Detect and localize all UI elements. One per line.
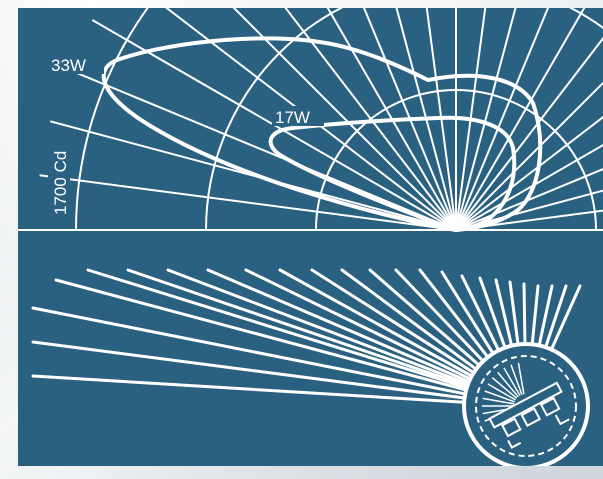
beam-line (31, 306, 469, 396)
beam-line (86, 268, 471, 390)
lamp-ray (497, 371, 519, 398)
polar-radial-line (455, 81, 603, 231)
polar-radial-line (362, 8, 457, 231)
polar-radial-line (232, 8, 457, 231)
polar-radial-line (455, 168, 603, 231)
beam-line (543, 284, 568, 351)
polar-radial-line (284, 8, 457, 231)
led-chip-1 (500, 417, 522, 438)
beam-line (508, 280, 520, 348)
curve-17w (268, 115, 517, 232)
lamp-led-board (488, 381, 570, 449)
polar-radial-line (39, 174, 457, 231)
beam-line (166, 268, 472, 387)
polar-ring-inner (315, 89, 597, 231)
beam-line (537, 284, 554, 349)
lamp-inner-ring (475, 355, 577, 457)
polar-candela-diagram: 33W 17W 1700 Cd (18, 8, 603, 466)
lamp-rays (482, 362, 525, 422)
curve-33w (101, 36, 543, 232)
beam-line (206, 268, 473, 384)
label-cd-bg (48, 138, 70, 218)
polar-radial-line (455, 36, 603, 231)
lamp-ray (503, 367, 521, 396)
beam-line (418, 268, 491, 361)
beam-lines (31, 268, 582, 404)
polar-radial-line (455, 143, 603, 231)
polar-radial-line (455, 8, 550, 231)
polar-radial-line (425, 8, 457, 231)
beam-line (440, 270, 496, 357)
beam-line (244, 268, 474, 382)
beam-line (31, 340, 468, 400)
lamp-ray (482, 397, 515, 405)
label-33w-bg (48, 54, 104, 74)
beam-line (340, 268, 480, 372)
lamp-ray (484, 390, 515, 403)
polar-ring-middle (205, 8, 603, 231)
beam-line (54, 278, 470, 392)
led-board-strip (488, 381, 563, 429)
beam-line (310, 268, 477, 376)
beam-line (394, 268, 486, 365)
beam-line (278, 268, 475, 379)
light-distribution-panel: 33W 17W 1700 Cd (18, 8, 603, 466)
beam-line (31, 374, 468, 404)
led-board-traces (507, 414, 570, 449)
polar-radial-line (455, 8, 586, 231)
lamp-ray (491, 377, 518, 399)
polar-ring-outer (75, 8, 149, 231)
beam-line (368, 268, 483, 369)
polar-radial-line (67, 68, 457, 231)
polar-radial-line (455, 8, 517, 231)
lamp-ray (510, 364, 523, 395)
polar-radial-line (455, 209, 603, 231)
label-33w: 33W (51, 56, 86, 75)
led-chip-3 (539, 396, 561, 417)
lamp-lens-icon (462, 342, 590, 466)
beam-line (522, 282, 527, 348)
polar-radial-line (455, 189, 603, 231)
led-chip-2 (520, 407, 542, 428)
label-intensity-scale: 1700 Cd (51, 151, 70, 215)
beam-line (530, 284, 540, 348)
beam-line (494, 278, 514, 350)
polar-radial-line (165, 8, 457, 231)
label-17w: 17W (275, 108, 310, 127)
polar-radial-line (395, 8, 457, 231)
polar-radial-line (455, 8, 487, 231)
beam-line (478, 276, 508, 351)
beam-line (126, 268, 471, 389)
label-17w-bg (272, 106, 324, 126)
lamp-ray (487, 383, 516, 401)
beam-line (549, 284, 582, 353)
beam-line (460, 274, 501, 354)
lamp-ray (517, 362, 525, 395)
